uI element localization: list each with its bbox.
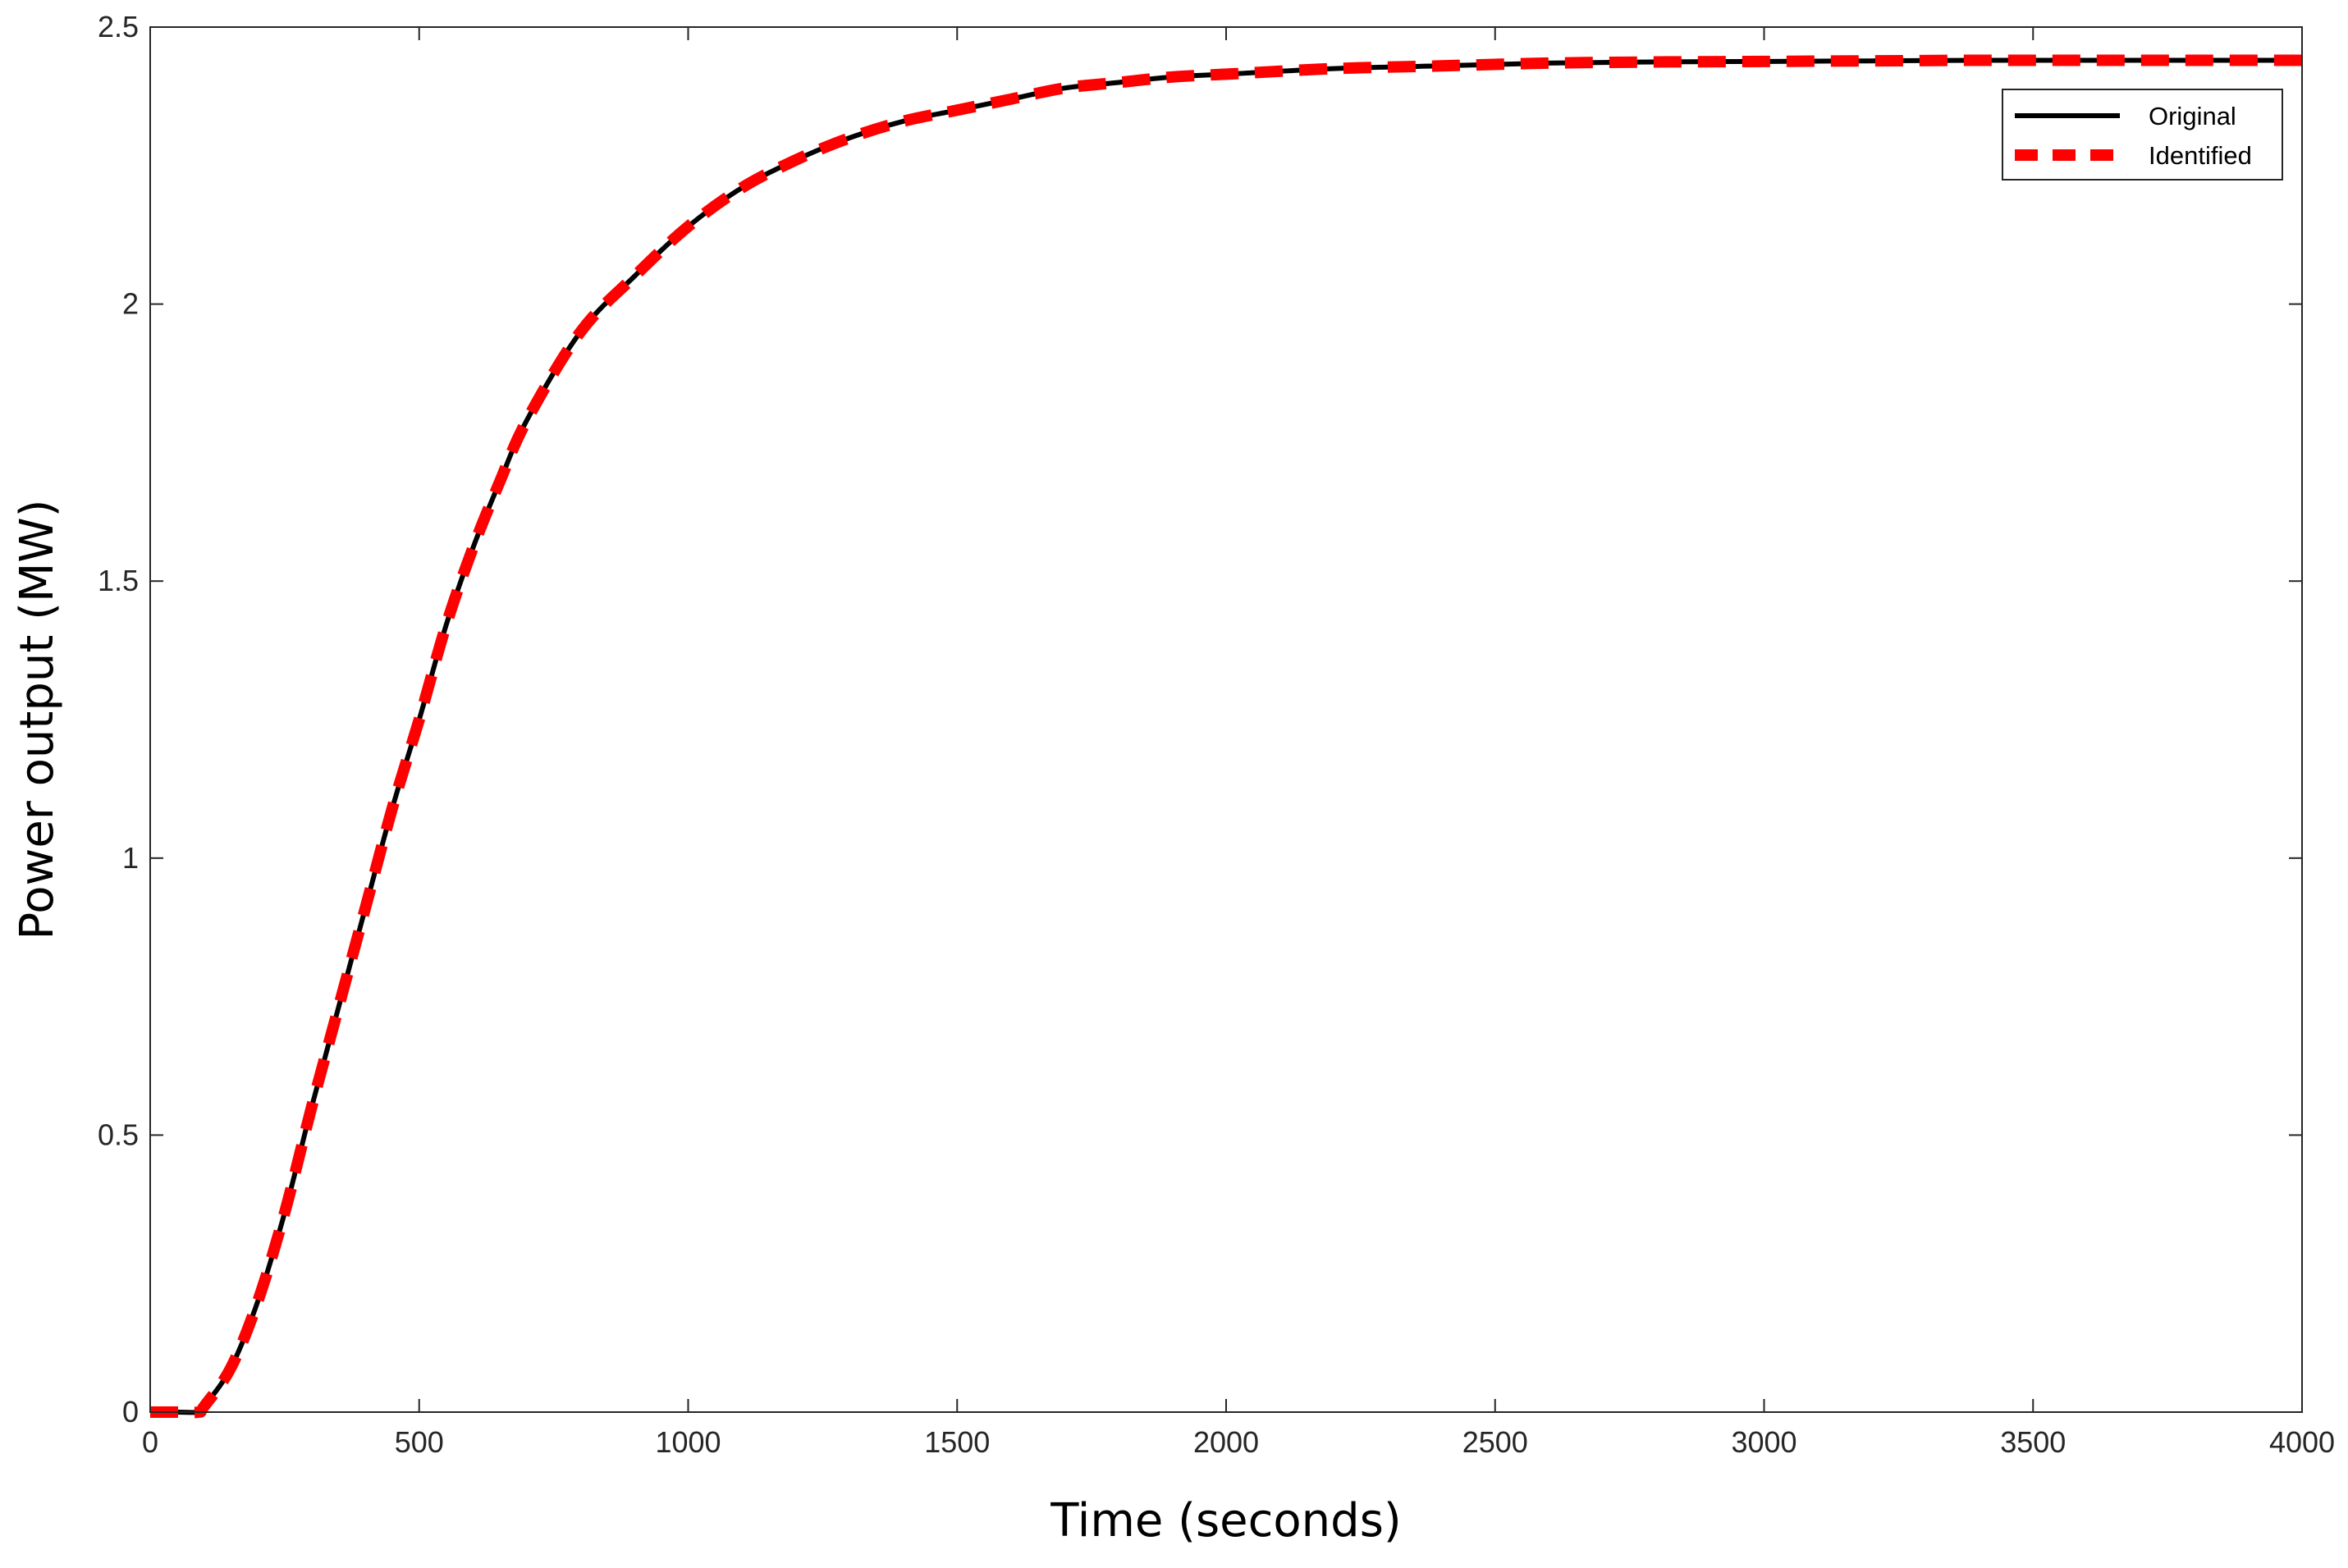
x-tick-label: 2000: [1193, 1425, 1259, 1459]
x-tick-label: 1500: [924, 1425, 990, 1459]
legend-label-original: Original: [2149, 102, 2236, 130]
y-tick-label: 1: [122, 841, 139, 875]
x-tick-label: 4000: [2269, 1425, 2335, 1459]
x-tick-label: 0: [142, 1425, 158, 1459]
x-tick-label: 3500: [2000, 1425, 2066, 1459]
y-tick-label: 0: [122, 1395, 139, 1429]
series-line-identified: [150, 54, 2302, 1419]
legend: Original Identified: [2002, 89, 2283, 181]
y-tick-label: 0.5: [98, 1118, 139, 1151]
y-tick-label: 2: [122, 287, 139, 321]
legend-label-identified: Identified: [2149, 141, 2252, 170]
axes-box: [149, 26, 2303, 1413]
series-layer: [150, 54, 2302, 1419]
x-axis-title: Time (seconds): [1050, 1494, 1401, 1547]
plot-area: [150, 27, 2302, 1412]
y-tick-label: 1.5: [98, 564, 139, 597]
ticks-layer: 0 500 1000 1500 2000 2500 3000 3500 4000 0 0.5 1 1.5…: [98, 10, 2335, 1459]
legend-box: [2002, 89, 2283, 181]
x-tick-label: 3000: [1731, 1425, 1796, 1459]
x-tick-label: 500: [395, 1425, 444, 1459]
x-tick-label: 1000: [655, 1425, 721, 1459]
y-tick-label: 2.5: [98, 10, 139, 43]
x-tick-label: 2500: [1462, 1425, 1528, 1459]
y-axis-title: Power output (MW): [11, 499, 64, 939]
